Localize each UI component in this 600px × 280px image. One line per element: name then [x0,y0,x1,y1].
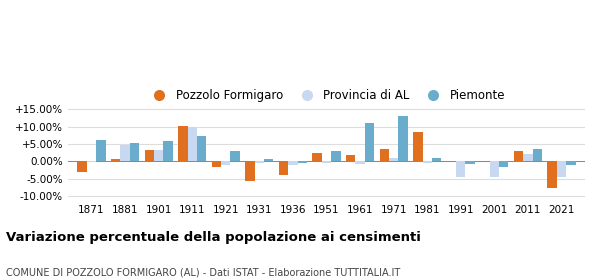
Bar [432,158,442,162]
Bar [245,162,254,181]
Bar [533,149,542,162]
Bar [313,153,322,162]
Bar [279,162,288,175]
Bar [499,162,508,167]
Bar [145,150,154,162]
Bar [355,162,365,164]
Bar [466,162,475,164]
Bar [490,162,499,177]
Bar [188,127,197,162]
Bar [514,151,523,162]
Bar [566,162,575,165]
Bar [288,162,298,165]
Bar [365,123,374,162]
Bar [456,162,466,177]
Bar [96,140,106,162]
Bar [346,155,355,162]
Bar [178,126,188,162]
Bar [264,159,274,162]
Bar [398,116,408,162]
Bar [298,162,307,163]
Text: COMUNE DI POZZOLO FORMIGARO (AL) - Dati ISTAT - Elaborazione TUTTITALIA.IT: COMUNE DI POZZOLO FORMIGARO (AL) - Dati … [6,267,400,277]
Bar [121,145,130,162]
Bar [413,132,422,162]
Bar [221,162,230,165]
Bar [163,141,173,162]
Bar [380,149,389,162]
Bar [389,158,398,162]
Bar [111,159,121,162]
Bar [422,162,432,163]
Text: Variazione percentuale della popolazione ai censimenti: Variazione percentuale della popolazione… [6,231,421,244]
Bar [230,151,240,162]
Legend: Pozzolo Formigaro, Provincia di AL, Piemonte: Pozzolo Formigaro, Provincia di AL, Piem… [144,85,509,106]
Bar [197,136,206,162]
Bar [212,162,221,167]
Bar [77,162,87,172]
Bar [322,162,331,163]
Bar [130,143,139,162]
Bar [154,150,163,162]
Bar [523,154,533,162]
Bar [547,162,557,188]
Bar [557,162,566,177]
Bar [254,162,264,163]
Bar [331,151,341,162]
